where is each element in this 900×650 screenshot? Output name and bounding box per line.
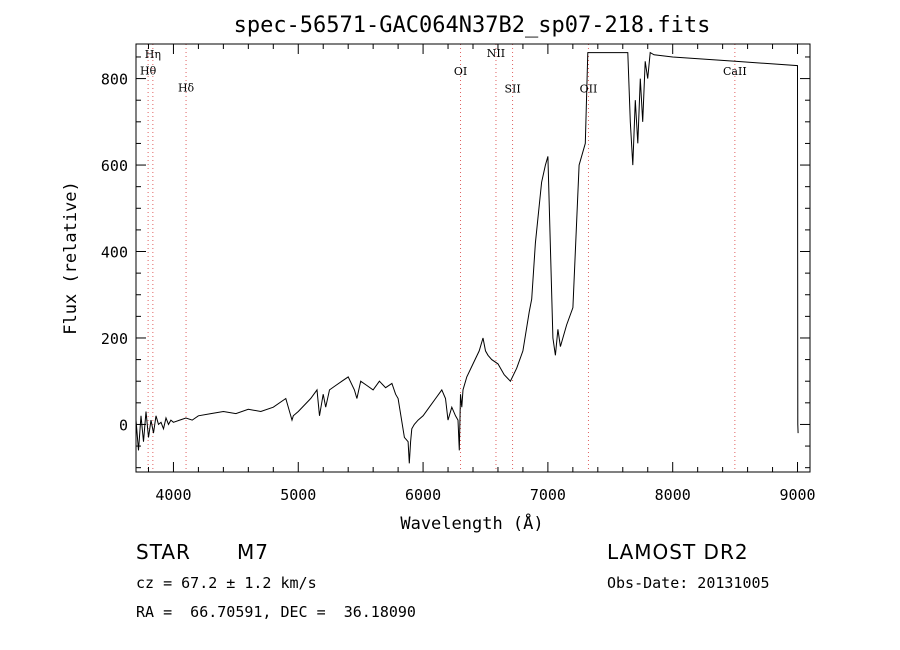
chart-title: spec-56571-GAC064N37B2_sp07-218.fits (234, 13, 711, 38)
x-tick-label: 4000 (155, 486, 191, 504)
redshift-readout: cz = 67.2 ± 1.2 km/s (136, 574, 317, 592)
y-tick-label: 800 (101, 71, 128, 89)
spectral-subclass: M7 (237, 540, 269, 564)
line-label: CaII (723, 65, 747, 78)
x-tick-label: 7000 (530, 486, 566, 504)
plot-frame (135, 43, 811, 473)
object-type: STAR (136, 540, 191, 564)
line-label: NII (487, 47, 505, 60)
line-label: Hθ (140, 64, 157, 77)
coordinates-readout: RA = 66.70591, DEC = 36.18090 (136, 603, 416, 621)
observation-date: Obs-Date: 20131005 (607, 574, 770, 592)
y-tick-label: 200 (101, 330, 128, 348)
emission-lines-layer: Hη Hθ Hδ OI NII SII OII CaII (140, 44, 747, 472)
y-tick-label: 0 (119, 416, 128, 434)
x-tick-label: 8000 (655, 486, 691, 504)
x-tick-label: 9000 (779, 486, 815, 504)
survey-name: LAMOST DR2 (607, 540, 749, 564)
spectrum-line (135, 51, 799, 464)
y-tick-label: 400 (101, 244, 128, 262)
line-label: OII (580, 82, 598, 95)
axis-ticks-layer: 4000 5000 6000 7000 8000 9000 0 200 400 600 800 (101, 44, 816, 504)
y-axis-label: Flux (relative) (61, 181, 81, 335)
line-label: SII (504, 82, 520, 95)
line-label: Hδ (178, 82, 195, 95)
line-label: OI (454, 65, 467, 78)
x-tick-label: 5000 (280, 486, 316, 504)
x-tick-label: 6000 (405, 486, 441, 504)
line-label: Hη (145, 48, 161, 61)
x-axis-label: Wavelength (Å) (400, 512, 543, 534)
y-tick-label: 600 (101, 157, 128, 175)
